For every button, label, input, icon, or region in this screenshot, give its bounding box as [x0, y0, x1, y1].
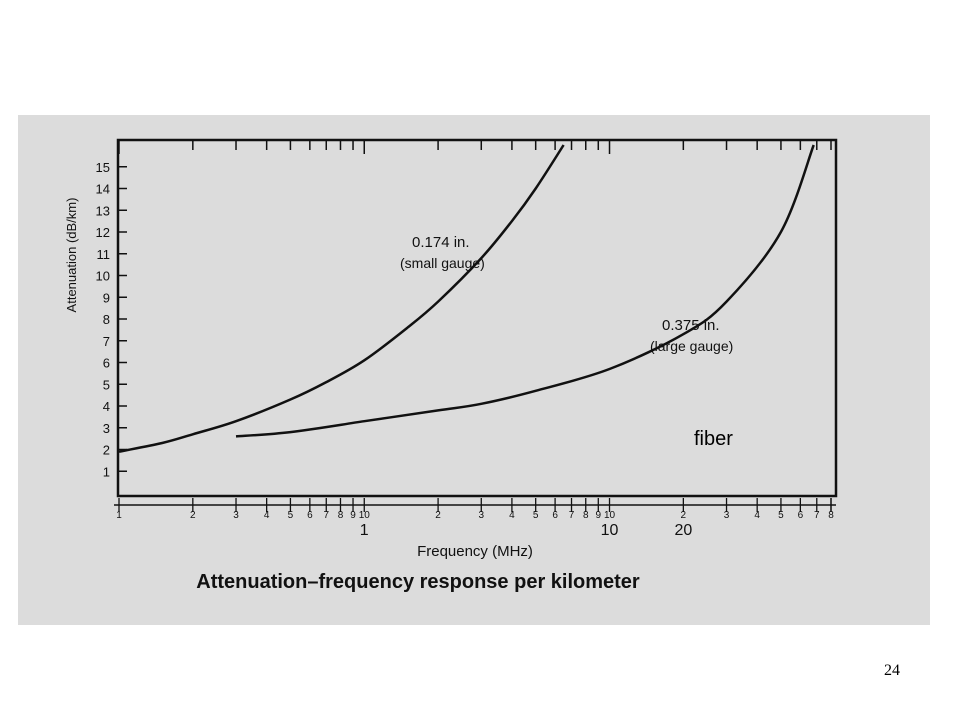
x-tick-minor-label: 10 [359, 510, 371, 521]
x-tick-minor-label: 4 [509, 510, 515, 521]
x-axis-title: Frequency (MHz) [417, 543, 533, 560]
chart-title: Attenuation–frequency response per kilom… [196, 571, 640, 593]
y-tick-label: 1 [103, 464, 110, 479]
x-tick-minor-label: 6 [307, 510, 313, 521]
x-tick-minor-label: 2 [681, 510, 687, 521]
x-tick-minor-label: 4 [754, 510, 760, 521]
fiber-annotation: fiber [694, 428, 733, 450]
y-tick-label: 13 [96, 203, 110, 218]
y-tick-label: 7 [103, 334, 110, 349]
y-tick-label: 6 [103, 356, 110, 371]
x-tick-minor-label: 8 [338, 510, 344, 521]
y-tick-label: 8 [103, 312, 110, 327]
y-tick-label: 5 [103, 377, 110, 392]
series-label: 0.174 in. [412, 234, 470, 251]
series-label: (large gauge) [650, 338, 733, 354]
series-label: (small gauge) [400, 255, 485, 271]
x-tick-minor-label: 8 [828, 510, 834, 521]
y-tick-label: 12 [96, 225, 110, 240]
y-tick-label: 11 [97, 247, 111, 262]
series-small-gauge-line [118, 144, 565, 453]
x-tick-minor-label: 1 [116, 510, 122, 521]
x-tick-minor-label: 9 [350, 510, 356, 521]
plot-frame [116, 138, 838, 498]
x-tick-minor-label: 3 [478, 510, 484, 521]
x-tick-minor-label: 7 [323, 510, 329, 521]
x-tick-minor-label: 4 [264, 510, 270, 521]
x-tick-minor-label: 3 [233, 510, 239, 521]
y-tick-label: 3 [103, 421, 110, 436]
y-tick-label: 4 [103, 399, 110, 414]
y-tick-label: 15 [96, 160, 110, 175]
series-large-gauge-line [235, 144, 815, 438]
y-tick-label: 14 [96, 182, 110, 197]
x-tick-major-label: 20 [674, 522, 692, 539]
x-tick-minor-label: 5 [533, 510, 539, 521]
y-tick-label: 2 [103, 443, 110, 458]
x-tick-minor-label: 2 [435, 510, 441, 521]
y-axis-title: Attenuation (dB/km) [64, 198, 79, 313]
x-tick-minor-label: 9 [596, 510, 602, 521]
scan-background [18, 115, 930, 625]
x-tick-minor-label: 8 [583, 510, 589, 521]
x-tick-minor-label: 6 [798, 510, 804, 521]
page-number: 24 [884, 662, 900, 679]
x-tick-minor-label: 3 [724, 510, 730, 521]
x-tick-minor-label: 2 [190, 510, 196, 521]
x-tick-major-label: 10 [601, 522, 619, 539]
x-tick-minor-label: 7 [569, 510, 575, 521]
x-tick-minor-label: 5 [778, 510, 784, 521]
x-tick-major-label: 1 [360, 522, 369, 539]
x-tick-minor-label: 5 [288, 510, 294, 521]
y-tick-label: 10 [96, 269, 110, 284]
y-tick-label: 9 [103, 290, 110, 305]
x-tick-minor-label: 7 [814, 510, 820, 521]
x-tick-minor-label: 6 [552, 510, 558, 521]
x-tick-minor-label: 10 [604, 510, 616, 521]
series-label: 0.375 in. [662, 317, 720, 334]
